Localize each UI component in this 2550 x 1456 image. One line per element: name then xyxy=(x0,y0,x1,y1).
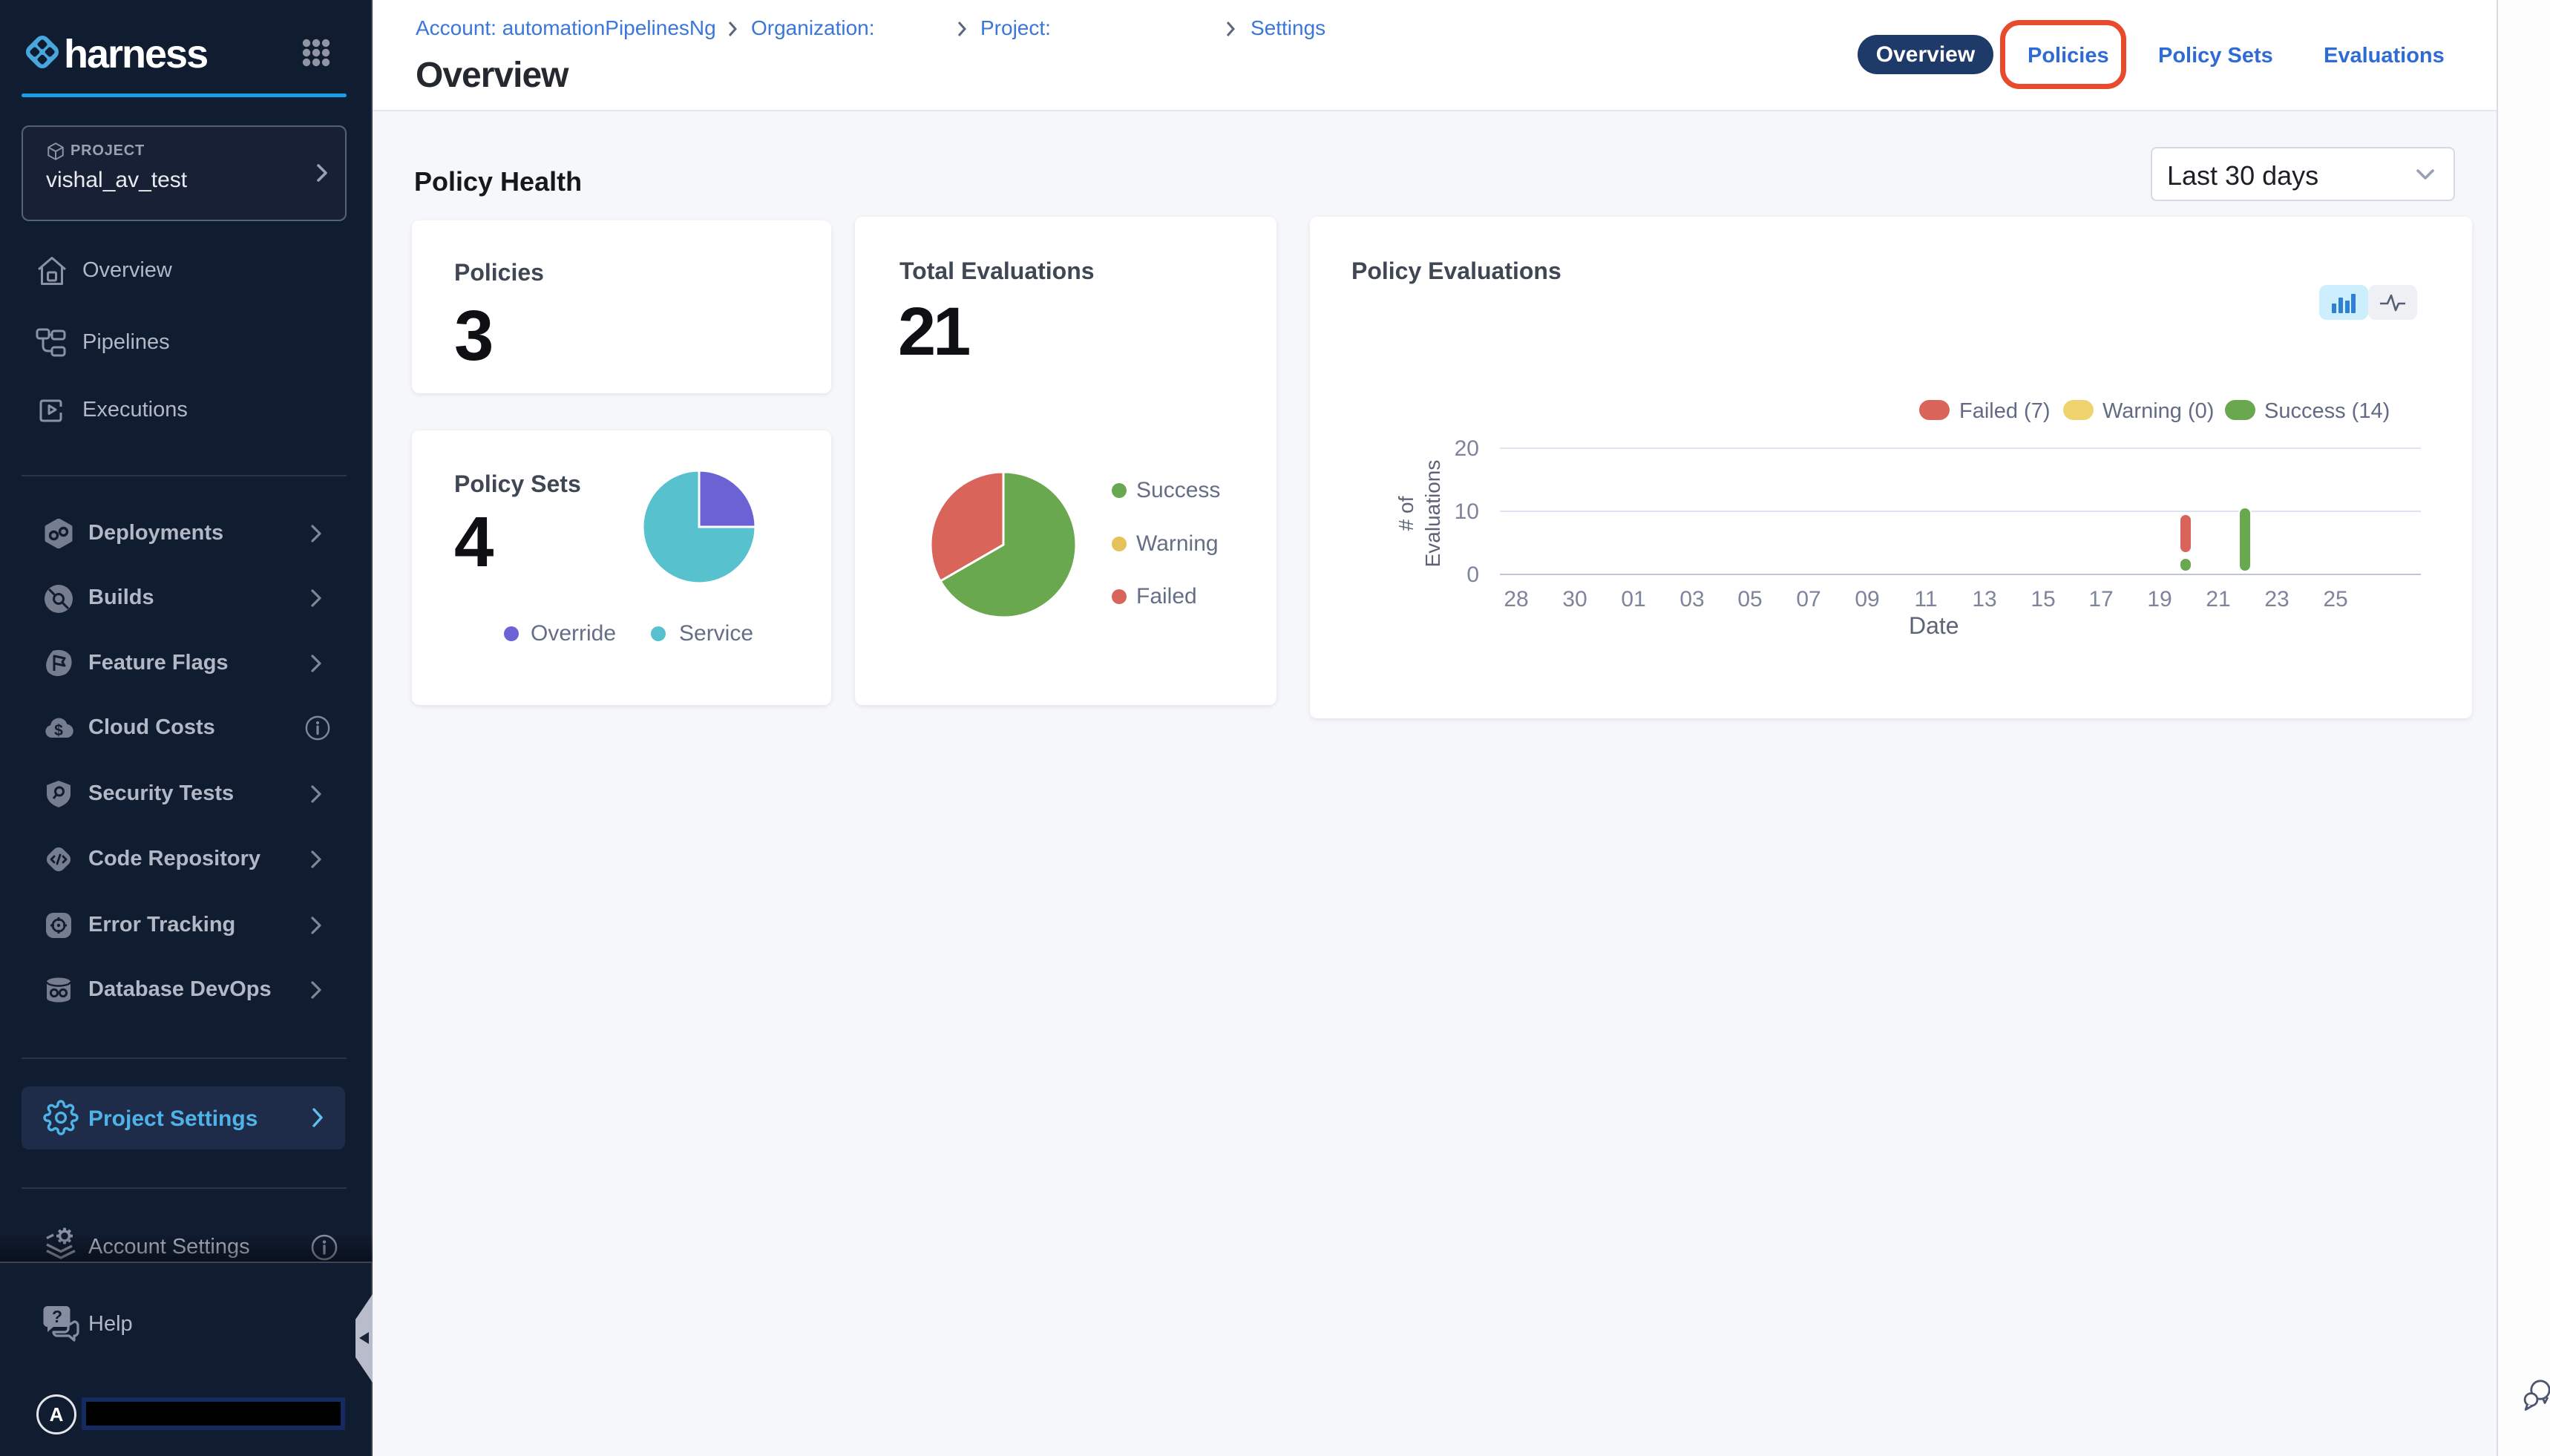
svg-text:$: $ xyxy=(54,722,63,739)
svg-text:?: ? xyxy=(52,1307,62,1326)
